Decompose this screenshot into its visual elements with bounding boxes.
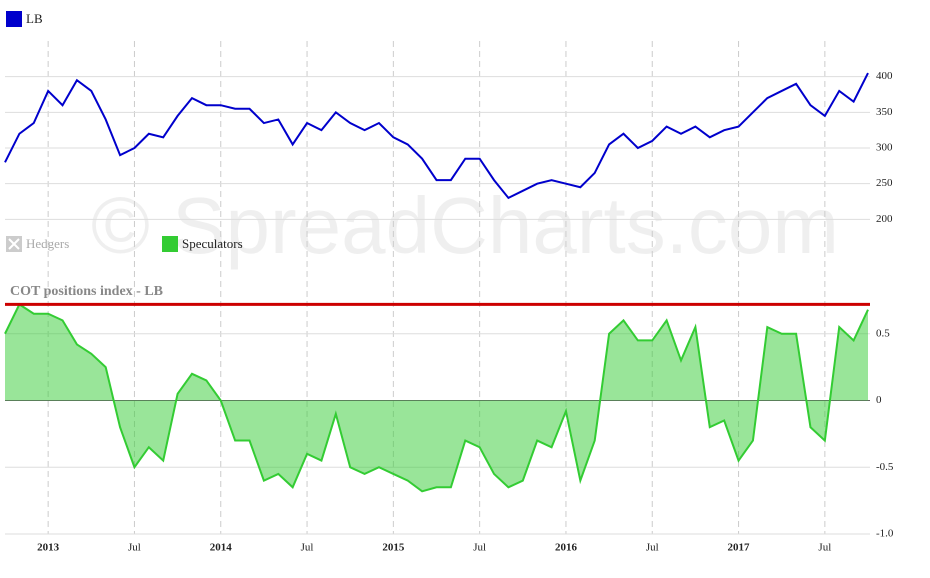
x-tick-label: 2017 — [728, 542, 751, 554]
legend-item[interactable]: Hedgers — [6, 236, 69, 252]
y-tick-label: 400 — [876, 70, 893, 82]
y-tick-label: 350 — [876, 106, 893, 118]
watermark: © SpreadCharts.com — [91, 181, 839, 270]
legend-item[interactable]: LB — [6, 11, 43, 27]
x-tick-label: 2015 — [382, 542, 405, 554]
x-tick-label: Jul — [646, 542, 659, 554]
x-tick-label: Jul — [818, 542, 831, 554]
panel-title: COT positions index - LB — [10, 284, 163, 299]
y-tick-label: -0.5 — [876, 461, 894, 473]
legend-hidden-icon[interactable] — [8, 238, 20, 250]
legend-label[interactable]: LB — [26, 11, 43, 26]
y-tick-label: 250 — [876, 177, 893, 189]
area-fill — [5, 304, 868, 492]
y-tick-label: 300 — [876, 142, 893, 154]
y-tick-label: 0 — [876, 394, 882, 406]
legend-swatch[interactable] — [6, 11, 22, 27]
x-tick-label: 2013 — [37, 542, 60, 554]
x-tick-label: 2016 — [555, 542, 578, 554]
x-tick-label: Jul — [128, 542, 141, 554]
legend-item[interactable]: Speculators — [162, 236, 243, 252]
price-line — [4, 72, 869, 200]
y-tick-label: 0.5 — [876, 327, 890, 339]
legend-label[interactable]: Speculators — [182, 236, 243, 251]
legend-swatch[interactable] — [162, 236, 178, 252]
y-tick-label: 200 — [876, 213, 893, 225]
x-tick-label: Jul — [301, 542, 314, 554]
legend-label[interactable]: Hedgers — [26, 236, 69, 251]
y-tick-label: -1.0 — [876, 528, 894, 540]
x-tick-label: 2014 — [210, 542, 233, 554]
area-line — [4, 302, 869, 493]
x-tick-label: Jul — [473, 542, 486, 554]
